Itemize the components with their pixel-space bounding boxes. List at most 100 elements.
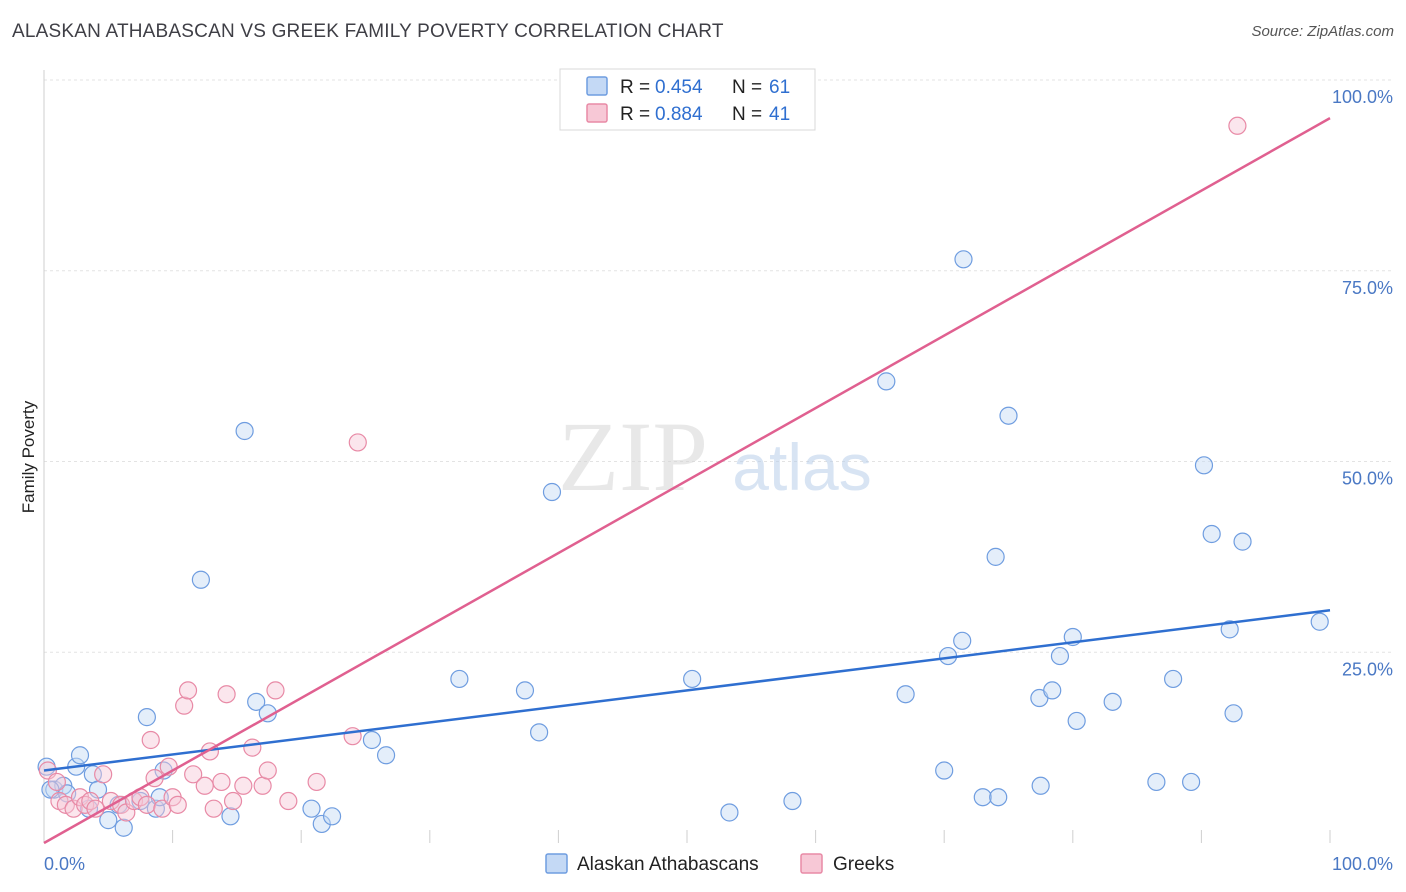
alaskan-athabascans-point-40 bbox=[973, 788, 992, 807]
greeks-point-15 bbox=[137, 795, 156, 814]
alaskan-athabascans-point-13 bbox=[137, 708, 156, 727]
alaskan-athabascans-point-34 bbox=[877, 372, 896, 391]
greeks-point-25 bbox=[195, 776, 214, 795]
alaskan-athabascans-point-32 bbox=[720, 803, 739, 822]
alaskan-athabascans-points bbox=[37, 250, 1329, 837]
y-axis-label: Family Poverty bbox=[19, 400, 38, 513]
y-tick-label-0: 25.0% bbox=[1342, 659, 1393, 679]
legend-swatch-alaskan-athabascans bbox=[586, 76, 608, 96]
legend-r-value-greeks: 0.884 bbox=[655, 104, 703, 125]
greeks-point-35 bbox=[266, 681, 285, 700]
gridlines bbox=[44, 79, 1393, 653]
legend-n-value-greeks: 41 bbox=[769, 104, 790, 125]
alaskan-athabascans-point-41 bbox=[986, 547, 1005, 566]
alaskan-athabascans-point-23 bbox=[312, 814, 331, 834]
series-legend-swatch-greeks bbox=[800, 853, 823, 874]
greeks-point-27 bbox=[204, 799, 223, 818]
greeks-point-39 bbox=[348, 433, 367, 452]
x-tick-label-max: 100.0% bbox=[1332, 854, 1393, 874]
y-tick-label-2: 75.0% bbox=[1342, 278, 1393, 298]
watermark-zip: ZIP bbox=[558, 401, 708, 512]
alaskan-athabascans-point-14 bbox=[146, 799, 165, 818]
alaskan-athabascans-point-56 bbox=[1220, 620, 1239, 639]
alaskan-athabascans-point-46 bbox=[1043, 681, 1062, 700]
alaskan-athabascans-point-19 bbox=[235, 421, 254, 441]
alaskan-athabascans-trendline bbox=[43, 609, 1331, 772]
alaskan-athabascans-point-52 bbox=[1164, 669, 1183, 689]
y-tick-label-3: 100.0% bbox=[1332, 87, 1393, 107]
alaskan-athabascans-point-9 bbox=[99, 811, 118, 830]
greeks-point-23 bbox=[178, 681, 198, 700]
alaskan-athabascans-point-42 bbox=[989, 788, 1008, 807]
greeks-point-4 bbox=[64, 799, 83, 818]
alaskan-athabascans-point-38 bbox=[953, 631, 972, 650]
alaskan-athabascans-point-55 bbox=[1202, 524, 1221, 544]
greeks-point-36 bbox=[279, 791, 298, 811]
x-tick-label-min: 0.0% bbox=[44, 854, 85, 874]
alaskan-athabascans-point-17 bbox=[191, 570, 210, 589]
series-legend-label-alaskan-athabascans: Alaskan Athabascans bbox=[577, 854, 759, 875]
greeks-point-22 bbox=[175, 696, 194, 715]
greeks-point-30 bbox=[223, 791, 243, 811]
alaskan-athabascans-point-20 bbox=[247, 692, 266, 711]
alaskan-athabascans-point-43 bbox=[999, 406, 1018, 425]
legend-n-label-alaskan-athabascans: N = bbox=[732, 77, 762, 98]
alaskan-athabascans-point-25 bbox=[362, 730, 382, 750]
alaskan-athabascans-point-35 bbox=[896, 685, 915, 704]
alaskan-athabascans-point-33 bbox=[783, 791, 802, 811]
alaskan-athabascans-point-29 bbox=[530, 723, 549, 742]
alaskan-athabascans-point-5 bbox=[70, 746, 90, 765]
alaskan-athabascans-point-24 bbox=[322, 807, 342, 826]
legend-r-value-alaskan-athabascans: 0.454 bbox=[655, 77, 703, 98]
greeks-point-18 bbox=[153, 799, 172, 818]
alaskan-athabascans-point-59 bbox=[1310, 612, 1329, 631]
alaskan-athabascans-point-53 bbox=[1182, 772, 1201, 792]
greeks-point-32 bbox=[243, 738, 262, 757]
greeks-point-34 bbox=[258, 761, 277, 780]
chart-source: Source: ZipAtlas.com bbox=[1251, 23, 1394, 40]
legend-swatch-greeks bbox=[586, 103, 608, 123]
alaskan-athabascans-point-51 bbox=[1147, 772, 1166, 792]
alaskan-athabascans-point-57 bbox=[1224, 704, 1243, 723]
legend-r-label-alaskan-athabascans: R = bbox=[620, 77, 650, 98]
alaskan-athabascans-point-36 bbox=[935, 761, 954, 780]
greeks-point-9 bbox=[94, 765, 113, 784]
x-tick-marks bbox=[172, 830, 1331, 843]
watermark: ZIP atlas bbox=[558, 401, 872, 512]
series-legend: Alaskan Athabascans Greeks bbox=[545, 853, 894, 875]
alaskan-athabascans-point-18 bbox=[221, 807, 240, 826]
greeks-point-24 bbox=[184, 765, 203, 784]
greeks-point-21 bbox=[168, 795, 187, 814]
greeks-trendline bbox=[43, 117, 1331, 845]
greeks-point-29 bbox=[217, 685, 236, 704]
alaskan-athabascans-point-54 bbox=[1194, 456, 1214, 475]
alaskan-athabascans-point-22 bbox=[302, 799, 321, 818]
correlation-legend: R = 0.454 N = 61 R = 0.884 N = 41 bbox=[559, 68, 816, 131]
watermark-atlas: atlas bbox=[732, 430, 871, 504]
greeks-point-1 bbox=[47, 772, 66, 792]
greeks-point-31 bbox=[234, 776, 253, 795]
alaskan-athabascans-point-30 bbox=[542, 482, 562, 502]
alaskan-athabascans-point-47 bbox=[1050, 646, 1070, 666]
alaskan-athabascans-point-50 bbox=[1103, 692, 1122, 711]
alaskan-athabascans-point-27 bbox=[450, 669, 469, 689]
greeks-point-28 bbox=[212, 772, 231, 792]
greeks-point-33 bbox=[253, 776, 272, 795]
alaskan-athabascans-point-31 bbox=[683, 669, 702, 689]
alaskan-athabascans-point-11 bbox=[114, 818, 133, 837]
y-tick-labels: 25.0% 50.0% 75.0% 100.0% bbox=[1332, 87, 1393, 679]
series-legend-swatch-alaskan-athabascans bbox=[545, 853, 568, 874]
greeks-point-16 bbox=[141, 730, 160, 750]
alaskan-athabascans-point-45 bbox=[1031, 776, 1050, 795]
alaskan-athabascans-point-49 bbox=[1067, 711, 1086, 731]
chart-title: ALASKAN ATHABASCAN VS GREEK FAMILY POVER… bbox=[12, 21, 724, 42]
legend-n-label-greeks: N = bbox=[732, 104, 762, 125]
greeks-point-37 bbox=[307, 772, 326, 792]
alaskan-athabascans-point-26 bbox=[376, 746, 396, 765]
alaskan-athabascans-point-28 bbox=[515, 681, 535, 700]
greeks-point-40 bbox=[1228, 116, 1247, 135]
y-tick-label-1: 50.0% bbox=[1342, 469, 1393, 489]
alaskan-athabascans-point-58 bbox=[1233, 532, 1252, 551]
legend-r-label-greeks: R = bbox=[620, 104, 650, 125]
